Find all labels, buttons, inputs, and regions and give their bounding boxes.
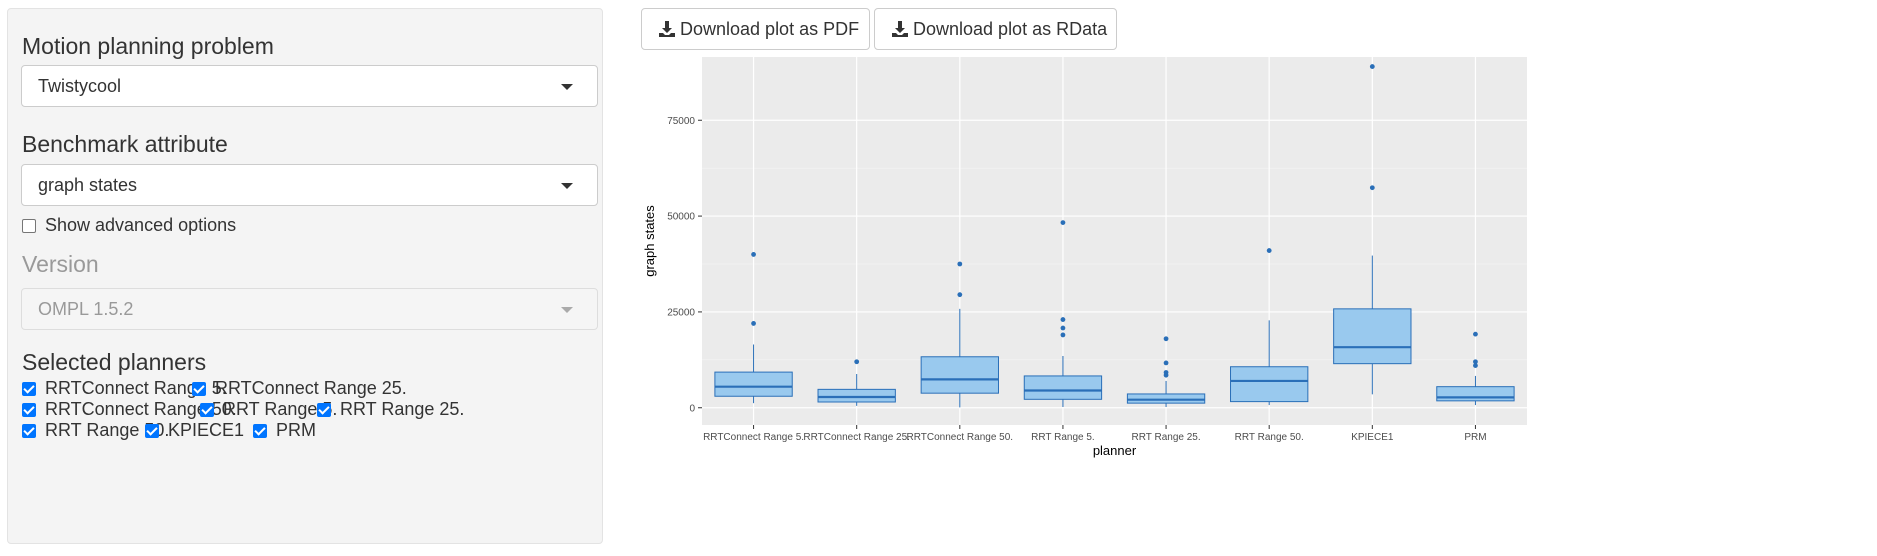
planner-checkbox[interactable]: [22, 402, 36, 417]
chevron-down-icon: [561, 183, 573, 189]
outlier-point: [1060, 332, 1066, 338]
planner-item[interactable]: RRTConnect Range 25.: [192, 378, 407, 399]
outlier-point: [1060, 325, 1066, 331]
planner-label: RRTConnect Range 25.: [215, 378, 407, 398]
attribute-title: Benchmark attribute: [22, 131, 228, 157]
x-tick-label: RRTConnect Range 50.: [907, 432, 1014, 443]
planner-label: RRT Range 25.: [340, 399, 465, 419]
x-tick-label: KPIECE1: [1351, 432, 1394, 443]
problem-select[interactable]: Twistycool: [21, 65, 598, 107]
problem-title: Motion planning problem: [22, 33, 274, 59]
x-tick-label: RRT Range 50.: [1235, 432, 1304, 443]
outlier-point: [957, 292, 963, 298]
planner-label: RRTConnect Range 5.: [45, 378, 227, 398]
advanced-options-row[interactable]: Show advanced options: [22, 215, 236, 236]
box-group: [817, 359, 896, 406]
planner-item[interactable]: KPIECE1: [145, 420, 244, 441]
outlier-point: [1369, 64, 1375, 69]
sidebar-panel: Motion planning problem Twistycool Bench…: [7, 8, 603, 544]
version-select: OMPL 1.5.2: [21, 288, 598, 330]
box-body: [1333, 308, 1412, 365]
download-pdf-label: Download plot as PDF: [680, 18, 860, 39]
planner-checkbox[interactable]: [192, 381, 206, 396]
box-group: [920, 261, 999, 408]
box-group: [714, 252, 793, 404]
chevron-down-icon: [561, 307, 573, 313]
outlier-point: [1060, 220, 1066, 226]
download-pdf-button[interactable]: Download plot as PDF: [641, 8, 870, 50]
outlier-point: [1369, 185, 1375, 191]
planners-title: Selected planners: [22, 349, 207, 375]
outlier-point: [1060, 317, 1066, 322]
outlier-point: [1473, 363, 1478, 368]
version-select-value: OMPL 1.5.2: [38, 299, 134, 319]
planner-checkbox[interactable]: [253, 423, 267, 438]
box-group: [1436, 331, 1515, 406]
box-body: [1230, 366, 1309, 403]
x-tick-label: RRT Range 25.: [1132, 432, 1201, 443]
advanced-options-label: Show advanced options: [45, 215, 237, 235]
y-axis-title: graph states: [642, 205, 657, 277]
download-icon: [659, 21, 675, 37]
planner-item[interactable]: RRTConnect Range 50.: [22, 399, 237, 420]
x-tick-label: RRTConnect Range 25.: [803, 432, 910, 443]
planner-label: RRT Range 50.: [45, 420, 170, 440]
y-tick-label: 0: [689, 403, 695, 414]
planner-item[interactable]: RRT Range 5.: [200, 399, 337, 420]
planner-checkbox[interactable]: [145, 423, 159, 438]
box-body: [714, 371, 793, 397]
outlier-point: [854, 359, 860, 365]
outlier-point: [957, 261, 963, 267]
attribute-select[interactable]: graph states: [21, 164, 598, 206]
outlier-point: [1163, 360, 1169, 366]
planner-checkbox[interactable]: [22, 423, 36, 438]
outlier-point: [1473, 331, 1478, 337]
x-tick-label: RRT Range 5.: [1031, 432, 1095, 443]
x-tick-label: RRTConnect Range 5.: [703, 432, 804, 443]
outlier-point: [751, 252, 756, 257]
plot-panel: [702, 57, 1527, 425]
outlier-point: [751, 321, 756, 326]
outlier-point: [1266, 248, 1272, 253]
planner-item[interactable]: PRM: [253, 420, 316, 441]
y-tick-label: 50000: [667, 212, 695, 223]
x-axis-title: planner: [1093, 443, 1137, 458]
y-tick-label: 75000: [667, 116, 695, 127]
x-tick-label: PRM: [1464, 432, 1486, 443]
attribute-select-value: graph states: [38, 175, 138, 195]
advanced-options-checkbox[interactable]: [22, 218, 36, 233]
outlier-point: [1163, 370, 1169, 375]
outlier-point: [1163, 336, 1169, 342]
planner-label: PRM: [276, 420, 316, 440]
planner-checkbox[interactable]: [22, 381, 36, 396]
box-body: [817, 388, 896, 403]
box-group: [1333, 64, 1412, 395]
box-group: [1230, 248, 1309, 406]
planner-item[interactable]: RRT Range 25.: [317, 399, 464, 420]
box-group: [1126, 336, 1206, 407]
planner-label: RRTConnect Range 50.: [45, 399, 237, 419]
planner-label: KPIECE1: [168, 420, 245, 440]
planner-item[interactable]: RRT Range 50.: [22, 420, 169, 441]
problem-select-value: Twistycool: [38, 76, 122, 96]
box-body: [1436, 386, 1515, 402]
box-body: [1023, 375, 1103, 400]
download-rdata-button[interactable]: Download plot as RData: [874, 8, 1117, 50]
box-group: [1023, 220, 1103, 407]
y-tick-label: 25000: [667, 307, 695, 318]
boxplot-chart: 0 25000 50000 75000 RRTConnect Range 5. RRTCo…: [640, 56, 1877, 551]
outlier-point: [1473, 359, 1478, 365]
planner-checkbox[interactable]: [317, 402, 331, 417]
box-body: [920, 356, 999, 394]
version-title: Version: [22, 251, 99, 277]
planner-label: RRT Range 5.: [223, 399, 338, 419]
planner-item[interactable]: RRTConnect Range 5.: [22, 378, 227, 399]
download-rdata-label: Download plot as RData: [913, 18, 1108, 39]
chevron-down-icon: [561, 84, 573, 90]
planner-checkbox[interactable]: [200, 402, 214, 417]
download-icon: [892, 21, 908, 37]
box-body: [1126, 393, 1206, 404]
